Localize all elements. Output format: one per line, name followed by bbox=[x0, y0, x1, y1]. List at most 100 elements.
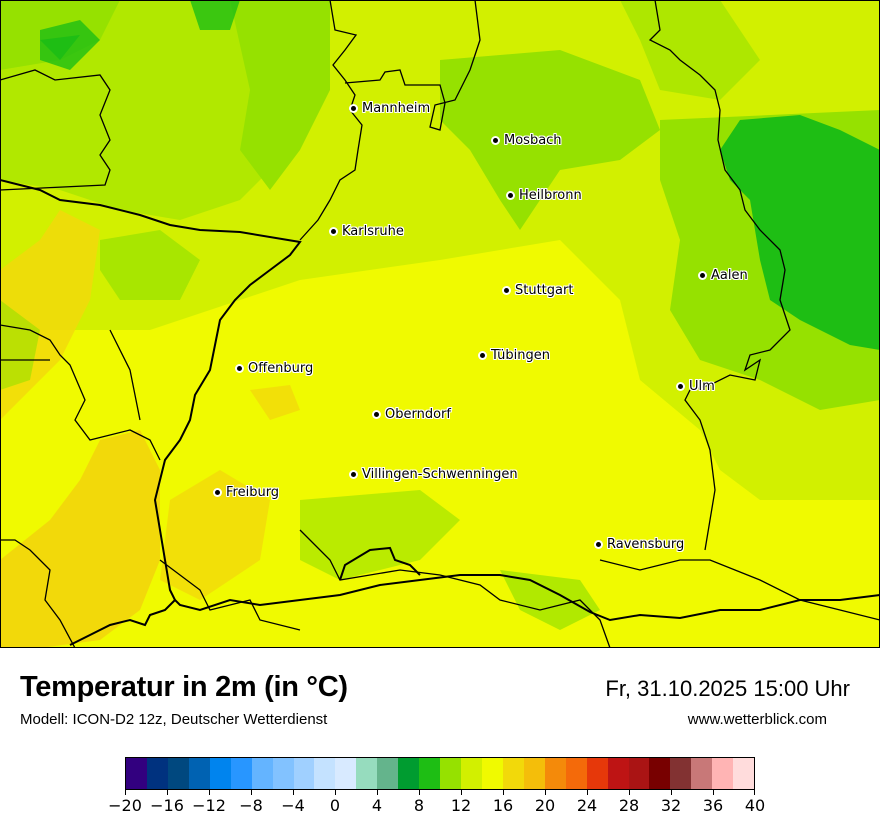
colorbar-segment bbox=[502, 758, 524, 789]
colorbar-segment bbox=[649, 758, 671, 789]
colorbar-tick bbox=[167, 790, 168, 795]
city-marker: Freiburg bbox=[215, 485, 279, 500]
temperature-colorbar bbox=[125, 757, 755, 790]
colorbar-tick bbox=[293, 790, 294, 795]
city-marker: Oberndorf bbox=[374, 407, 451, 422]
colorbar-tick-label: 32 bbox=[660, 796, 682, 815]
colorbar-segment bbox=[272, 758, 294, 789]
colorbar-segment bbox=[565, 758, 587, 789]
colorbar-segment bbox=[461, 758, 482, 789]
colorbar-segment bbox=[167, 758, 189, 789]
city-marker: Karlsruhe bbox=[331, 224, 404, 239]
city-dot-icon bbox=[237, 366, 242, 371]
city-name: Oberndorf bbox=[385, 407, 451, 422]
city-name: Freiburg bbox=[226, 485, 280, 500]
colorbar-segment bbox=[209, 758, 231, 789]
colorbar-ticks: −20 −16 −12 −8 −4 0 4 8 12 16 20 24 28 32 36 40 bbox=[108, 790, 765, 826]
city-dot-icon bbox=[596, 542, 601, 547]
city-dot-icon bbox=[504, 288, 509, 293]
colorbar-tick-label: 36 bbox=[702, 796, 724, 815]
model-source-label: Modell: ICON-D2 12z, Deutscher Wetterdie… bbox=[20, 711, 328, 728]
colorbar-tick-label: 0 bbox=[329, 796, 341, 815]
colorbar-segment bbox=[419, 758, 441, 789]
colorbar-segment bbox=[586, 758, 608, 789]
colorbar-tick bbox=[713, 790, 714, 795]
colorbar-tick-label: 40 bbox=[744, 796, 766, 815]
colorbar-tick bbox=[125, 790, 126, 795]
colorbar-segment bbox=[126, 758, 147, 789]
colorbar-segment bbox=[544, 758, 566, 789]
colorbar-segment bbox=[607, 758, 629, 789]
colorbar-segment bbox=[314, 758, 336, 789]
colorbar-tick-label: −16 bbox=[150, 796, 184, 815]
colorbar-tick bbox=[377, 790, 378, 795]
colorbar-tick bbox=[461, 790, 462, 795]
colorbar-tick-label: 8 bbox=[413, 796, 425, 815]
colorbar-segment bbox=[440, 758, 461, 789]
city-marker: Villingen-Schwenningen bbox=[351, 467, 518, 482]
city-dot-icon bbox=[374, 412, 379, 417]
colorbar-tick-label: 20 bbox=[534, 796, 556, 815]
colorbar-tick-label: 16 bbox=[492, 796, 514, 815]
colorbar-tick bbox=[419, 790, 420, 795]
city-dot-icon bbox=[351, 106, 356, 111]
city-dot-icon bbox=[508, 193, 513, 198]
city-marker: Ravensburg bbox=[596, 537, 684, 552]
colorbar-segment bbox=[481, 758, 503, 789]
colorbar-tick-label: 4 bbox=[371, 796, 383, 815]
colorbar-tick-label: −12 bbox=[192, 796, 226, 815]
colorbar-segment bbox=[670, 758, 692, 789]
city-marker: Offenburg bbox=[237, 361, 313, 376]
colorbar-segment bbox=[712, 758, 734, 789]
colorbar-tick-label: −8 bbox=[239, 796, 263, 815]
colorbar-tick-label: 28 bbox=[618, 796, 640, 815]
colorbar-tick bbox=[545, 790, 546, 795]
colorbar-segment bbox=[628, 758, 650, 789]
city-dot-icon bbox=[700, 273, 705, 278]
colorbar-tick bbox=[503, 790, 504, 795]
city-marker: Tübingen bbox=[480, 348, 550, 363]
forecast-datetime: Fr, 31.10.2025 15:00 Uhr bbox=[605, 676, 850, 701]
chart-title: Temperatur in 2m (in °C) bbox=[20, 671, 348, 703]
city-dot-icon bbox=[678, 384, 683, 389]
colorbar-tick bbox=[209, 790, 210, 795]
colorbar-tick bbox=[335, 790, 336, 795]
city-marker: Aalen bbox=[700, 268, 748, 283]
city-dot-icon bbox=[351, 472, 356, 477]
city-name: Tübingen bbox=[491, 348, 550, 363]
colorbar-segment bbox=[356, 758, 378, 789]
city-name: Karlsruhe bbox=[342, 224, 404, 239]
city-dot-icon bbox=[480, 353, 485, 358]
colorbar-segment bbox=[146, 758, 168, 789]
colorbar-tick-label: −20 bbox=[108, 796, 142, 815]
city-name: Ravensburg bbox=[607, 537, 685, 552]
colorbar-tick bbox=[629, 790, 630, 795]
colorbar-segment bbox=[398, 758, 420, 789]
city-marker: Mannheim bbox=[351, 101, 430, 116]
colorbar-tick bbox=[671, 790, 672, 795]
city-dot-icon bbox=[493, 138, 498, 143]
city-name: Heilbronn bbox=[519, 188, 582, 203]
colorbar-segment bbox=[377, 758, 399, 789]
colorbar-segment bbox=[188, 758, 210, 789]
city-name: Offenburg bbox=[248, 361, 314, 376]
colorbar-tick bbox=[754, 790, 755, 795]
city-name: Mannheim bbox=[362, 101, 431, 116]
city-name: Ulm bbox=[689, 379, 715, 394]
colorbar-segment bbox=[523, 758, 545, 789]
colorbar-segment bbox=[230, 758, 252, 789]
colorbar-tick bbox=[251, 790, 252, 795]
city-dot-icon bbox=[331, 229, 336, 234]
colorbar-segment bbox=[733, 758, 755, 789]
colorbar-segment bbox=[251, 758, 273, 789]
colorbar-tick-label: −4 bbox=[281, 796, 305, 815]
website-label: www.wetterblick.com bbox=[687, 711, 827, 728]
colorbar-segment bbox=[691, 758, 713, 789]
city-marker: Heilbronn bbox=[508, 188, 582, 203]
city-marker: Ulm bbox=[678, 379, 715, 394]
city-name: Mosbach bbox=[504, 133, 562, 148]
temperature-map: Mannheim Mosbach Heilbronn Karlsruhe Aalen St… bbox=[0, 0, 880, 648]
city-dot-icon bbox=[215, 490, 220, 495]
city-name: Stuttgart bbox=[515, 283, 574, 298]
city-marker: Stuttgart bbox=[504, 283, 573, 298]
